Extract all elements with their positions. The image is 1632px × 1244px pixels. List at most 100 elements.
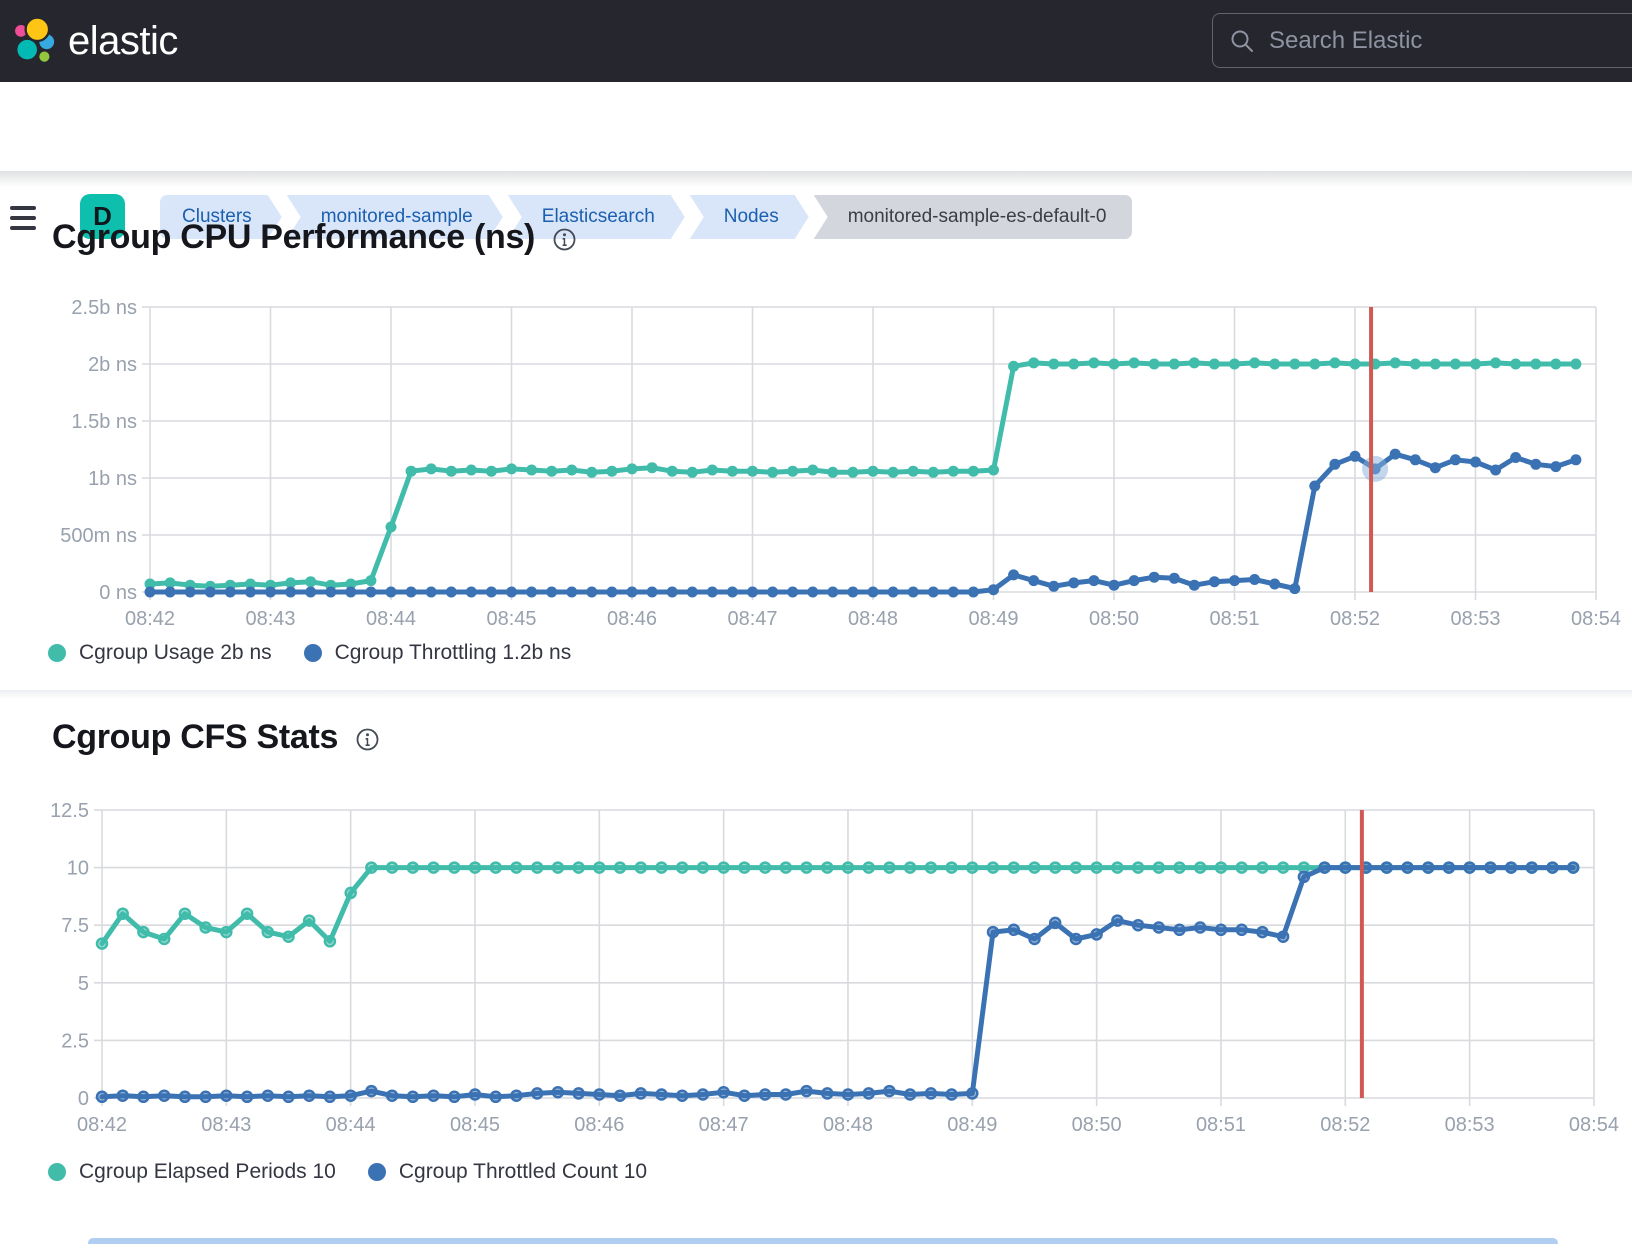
data-point (821, 861, 834, 874)
data-point (738, 861, 751, 874)
data-point (1504, 861, 1518, 874)
data-point (779, 1088, 793, 1101)
data-point (1235, 861, 1248, 874)
cgroup-cpu-chart[interactable]: 0 ns 500m ns 1b ns 1.5b ns 2b ns 2.5b ns 08:42… (0, 280, 1632, 650)
data-point (1409, 454, 1421, 466)
data-point (1256, 925, 1269, 939)
info-icon[interactable] (553, 228, 576, 251)
x-tick-label: 08:45 (486, 608, 536, 630)
data-point (1048, 861, 1062, 874)
data-point (696, 1088, 710, 1101)
data-point (572, 1087, 585, 1100)
data-point (1550, 461, 1562, 473)
data-point (1128, 357, 1140, 369)
data-point (1510, 452, 1522, 463)
data-point (1028, 861, 1041, 874)
y-tick-label: 500m ns (60, 525, 137, 547)
data-point (1108, 579, 1120, 591)
legend-item-cgroup-throttled-count[interactable]: Cgroup Throttled Count 10 (367, 1160, 647, 1184)
data-point (406, 861, 420, 874)
legend-item-cgroup-throttling[interactable]: Cgroup Throttling 1.2b ns (303, 641, 571, 665)
data-point (199, 1090, 212, 1104)
legend-item-cgroup-usage[interactable]: Cgroup Usage 2b ns (48, 641, 272, 665)
data-point (1510, 358, 1522, 370)
data-point (706, 464, 718, 476)
data-point (1470, 358, 1481, 370)
data-point (551, 861, 565, 874)
data-point (224, 586, 236, 598)
deployment-badge[interactable]: D (80, 194, 125, 239)
data-point (1329, 357, 1341, 369)
data-point (204, 586, 216, 598)
data-point (365, 586, 377, 598)
data-point (427, 861, 440, 874)
global-search-box[interactable] (1212, 13, 1632, 68)
data-point (675, 861, 689, 874)
data-point (666, 586, 678, 598)
navigation-bar: D Clusters monitored-sample Elasticsearch N… (0, 82, 1632, 239)
data-point (305, 586, 317, 598)
legend-dot-icon (367, 1163, 386, 1181)
x-tick-label: 08:50 (1072, 1114, 1122, 1136)
data-point (807, 464, 819, 476)
data-point (365, 1084, 378, 1098)
x-tick-label: 08:45 (450, 1114, 500, 1136)
data-point (787, 465, 799, 477)
data-point (345, 578, 357, 590)
legend-dot-icon (303, 644, 322, 662)
data-point (726, 586, 738, 598)
data-point (1389, 448, 1401, 460)
data-point (345, 586, 357, 598)
breadcrumb-item-nodes[interactable]: Nodes (690, 195, 809, 239)
data-point (530, 861, 544, 874)
legend-item-cgroup-elapsed-periods[interactable]: Cgroup Elapsed Periods 10 (48, 1160, 336, 1184)
data-point (365, 861, 378, 874)
legend-label: Cgroup Usage 2b ns (79, 641, 272, 664)
x-tick-label: 08:44 (366, 608, 416, 630)
data-point (726, 465, 738, 477)
data-point (551, 1085, 565, 1099)
data-point (323, 935, 337, 948)
x-tick-label: 08:44 (326, 1114, 376, 1136)
elastic-logo-icon[interactable] (10, 16, 60, 66)
global-search-input[interactable] (1269, 26, 1632, 55)
data-point (1168, 358, 1180, 370)
data-point (1429, 358, 1441, 370)
cgroup-cfs-title: Cgroup CFS Stats (52, 718, 339, 756)
data-point (1173, 861, 1186, 874)
data-point (1048, 916, 1062, 930)
breadcrumb-item-monitored-sample[interactable]: monitored-sample (287, 195, 503, 239)
data-point (593, 861, 606, 874)
data-point (907, 586, 919, 598)
data-point (385, 1089, 399, 1102)
data-point (887, 466, 899, 478)
data-point (137, 1090, 150, 1104)
data-point (1339, 861, 1352, 874)
data-point (613, 1089, 627, 1102)
data-point (1152, 861, 1166, 874)
data-point (510, 1089, 523, 1102)
data-point (1088, 575, 1100, 587)
cgroup-cfs-chart[interactable]: 0 2.5 5 7.5 10 12.5 08:42 08:43 08:44 08:45 08:46 0… (0, 780, 1632, 1152)
data-point (566, 464, 578, 476)
data-point (261, 1089, 275, 1102)
data-point (1208, 576, 1220, 588)
info-icon[interactable] (356, 728, 379, 751)
next-panel-top-edge (88, 1238, 1558, 1244)
x-tick-label: 08:42 (77, 1114, 127, 1136)
menu-icon[interactable] (10, 206, 36, 230)
x-tick-label: 08:53 (1445, 1114, 1495, 1136)
breadcrumb-item-clusters[interactable]: Clusters (160, 195, 282, 239)
data-point (827, 466, 839, 478)
data-point (465, 464, 477, 476)
data-point (646, 462, 658, 474)
data-point (927, 466, 939, 478)
data-point (425, 586, 437, 598)
data-point (945, 861, 958, 874)
data-point (510, 861, 523, 874)
x-tick-label: 08:47 (699, 1114, 749, 1136)
data-point (867, 586, 879, 598)
breadcrumb-item-elasticsearch[interactable]: Elasticsearch (508, 195, 685, 239)
data-point (1108, 358, 1120, 370)
y-tick-label: 10 (67, 858, 89, 880)
